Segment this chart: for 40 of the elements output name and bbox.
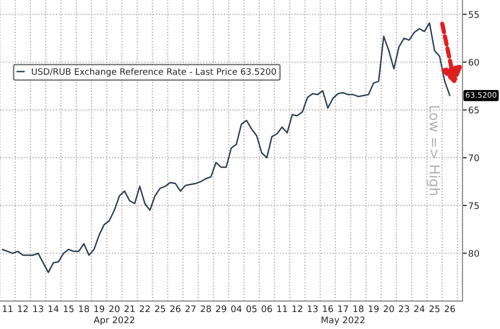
x-tick-label: 24 <box>414 305 425 312</box>
x-tick-label: 12 <box>292 305 302 312</box>
x-tick-label: 22 <box>140 305 150 312</box>
text: May 2022 <box>322 316 364 326</box>
x-tick-label: 20 <box>109 305 120 312</box>
y-tick-label: 60 <box>468 58 479 66</box>
x-tick-label: 15 <box>64 305 74 312</box>
x-tick-label: 04 <box>231 305 242 312</box>
y-tick-label: 55 <box>468 11 479 18</box>
x-tick-label: 14 <box>48 305 59 312</box>
x-tick-label: 05 <box>246 305 257 312</box>
x-tick-label: 26 <box>444 305 455 312</box>
x-tick-label: 25 <box>429 305 440 312</box>
x-tick-label: 18 <box>354 305 364 312</box>
y-tick-label: 65 <box>468 106 479 114</box>
x-tick-label: 19 <box>94 305 104 312</box>
x-tick-label: 29 <box>216 305 226 312</box>
y-tick-label: 80 <box>468 250 479 257</box>
x-tick-label: 17 <box>338 305 348 312</box>
x-tick-label: 11 <box>2 305 13 312</box>
x-tick-label: 27 <box>186 305 196 312</box>
x-tick-label: 13 <box>308 305 318 312</box>
y-axis-title: Low => High <box>426 106 440 196</box>
x-tick-label: 16 <box>323 305 333 312</box>
x-tick-label: 06 <box>262 305 272 312</box>
legend-label: USD/RUB Exchange Reference Rate - Last Price 63.5200 <box>32 68 276 77</box>
x-tick-label: 25 <box>155 305 166 312</box>
x-tick-label: 26 <box>170 305 181 312</box>
y-tick-label: 75 <box>468 202 479 210</box>
x-tick-label: 13 <box>33 305 44 312</box>
x-tick-label: 11 <box>277 305 287 312</box>
x-tick-label: 19 <box>368 305 379 312</box>
y-tick-label: 70 <box>468 154 479 162</box>
x-tick-label: 20 <box>384 305 394 312</box>
text: Apr 2022 <box>94 316 134 326</box>
x-tick-label: 23 <box>398 305 410 312</box>
x-tick-label: 18 <box>79 305 89 312</box>
x-tick-label: 28 <box>200 305 211 312</box>
x-tick-label: 21 <box>124 305 135 312</box>
x-tick-label: 12 <box>18 305 28 312</box>
